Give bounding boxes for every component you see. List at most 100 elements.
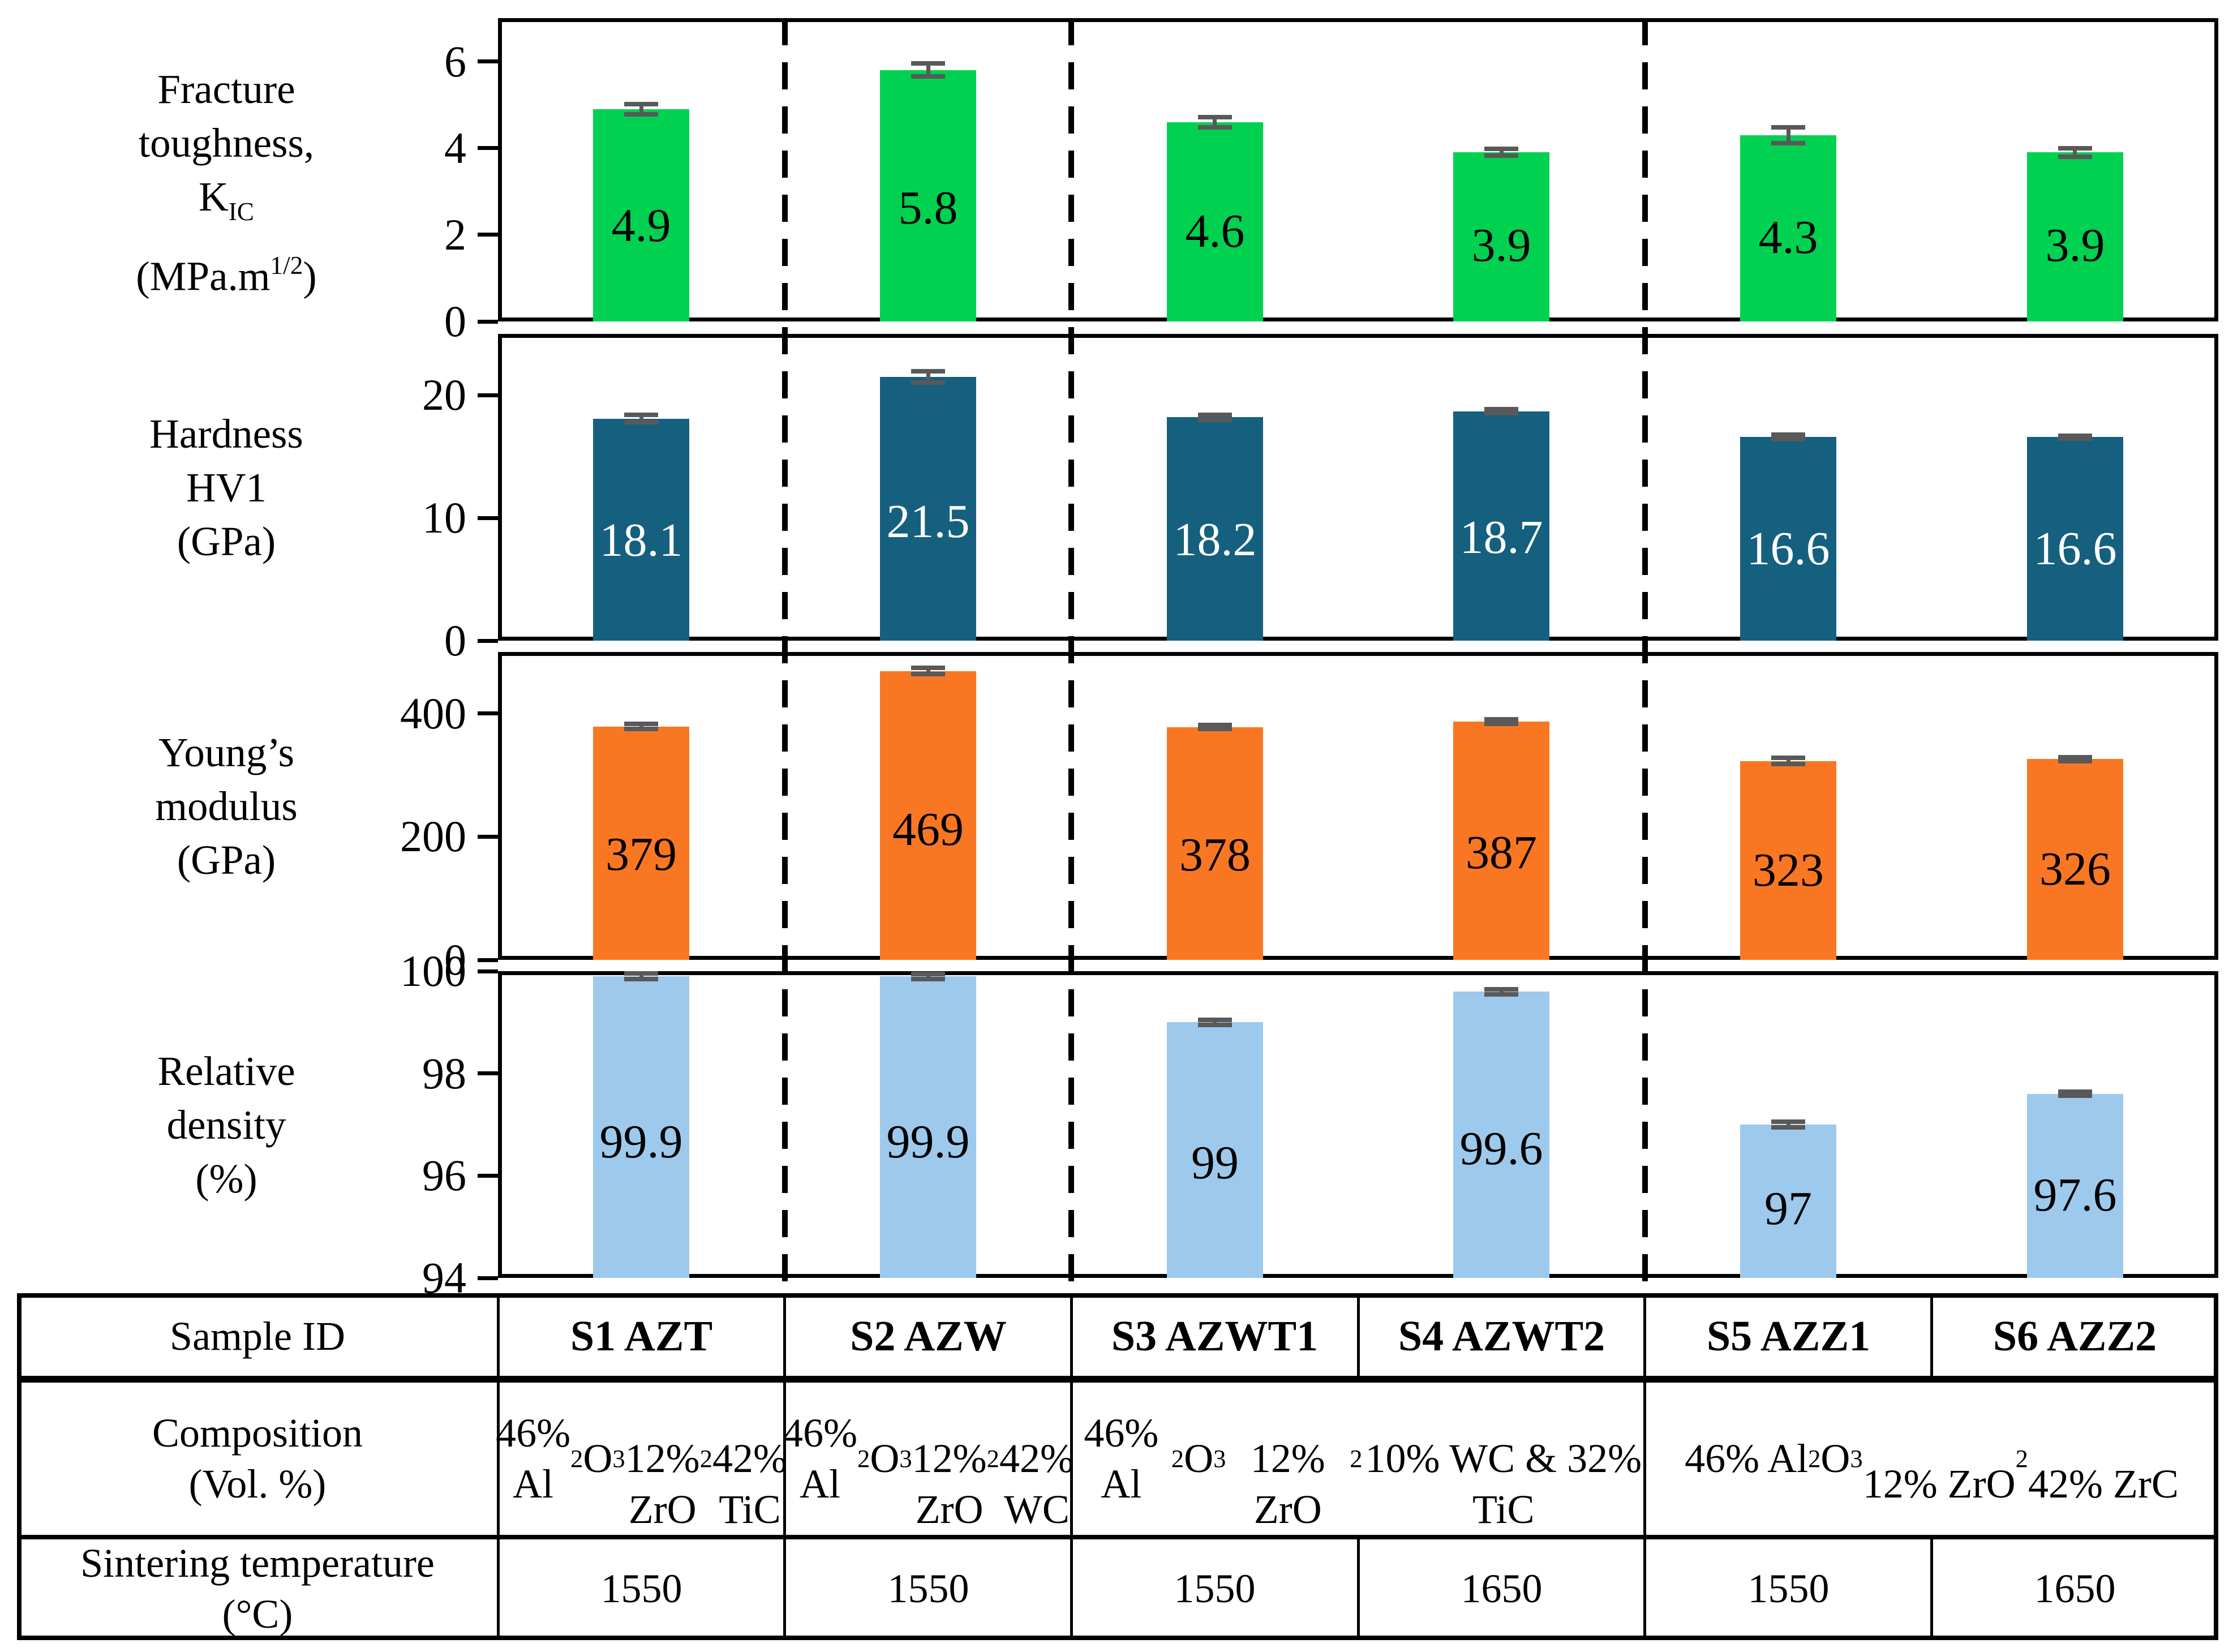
y-tick-youngs-modulus-400 [478, 711, 498, 715]
bar-value-label-fracture-toughness-4: 4.3 [1758, 211, 1818, 264]
bar-hardness-s5-azz1 [1740, 437, 1836, 641]
table-vline-full-2 [1070, 1293, 1073, 1640]
y-tick-label-hardness-10: 10 [422, 493, 466, 542]
bar-hardness-s3-azwt1 [1167, 417, 1263, 641]
y-tick-label-hardness-0: 0 [444, 616, 466, 665]
bar-value-label-hardness-3: 18.7 [1459, 511, 1543, 564]
bar-value-label-relative-density-2: 99 [1191, 1136, 1239, 1189]
table-composition-label: Composition (Vol. %) [152, 1410, 363, 1507]
error-bar-line-hardness-1 [926, 371, 930, 383]
bar-relative-density-s5-azz1 [1740, 1125, 1836, 1278]
y-tick-label-relative-density-96: 96 [422, 1151, 466, 1200]
table-border-left [17, 1293, 22, 1640]
error-bar-line-youngs-modulus-4 [1787, 758, 1790, 764]
y-tick-fracture-toughness-0 [478, 320, 498, 324]
bar-value-label-hardness-4: 16.6 [1746, 522, 1830, 575]
error-bar-cap-bottom-hardness-5 [2058, 436, 2092, 441]
error-bar-cap-bottom-fracture-toughness-3 [1484, 153, 1518, 158]
error-bar-line-fracture-toughness-2 [1213, 117, 1217, 127]
error-bar-cap-top-relative-density-2 [1198, 1018, 1232, 1022]
y-tick-label-relative-density-100: 100 [400, 946, 466, 996]
table-sintering-value-5: 1650 [2034, 1566, 2116, 1611]
error-bar-cap-bottom-hardness-0 [624, 420, 658, 424]
bar-value-label-youngs-modulus-4: 323 [1753, 844, 1824, 896]
error-bar-cap-bottom-youngs-modulus-0 [624, 727, 658, 731]
table-header-separator [17, 1376, 2218, 1383]
bar-value-label-hardness-5: 16.6 [2033, 522, 2117, 575]
error-bar-cap-top-youngs-modulus-0 [624, 722, 658, 726]
error-bar-line-fracture-toughness-0 [639, 104, 643, 114]
error-bar-cap-top-hardness-5 [2058, 434, 2092, 438]
error-bar-cap-bottom-relative-density-0 [624, 977, 658, 981]
y-tick-relative-density-98 [478, 1071, 498, 1075]
bar-youngs-modulus-s1-azt [593, 727, 689, 960]
group-divider-dashed-line-4 [1642, 18, 1648, 1293]
table-header-s4-azwt2: S4 AZWT2 [1398, 1312, 1605, 1360]
bar-value-label-fracture-toughness-2: 4.6 [1185, 205, 1245, 258]
bar-youngs-modulus-s6-azz2 [2027, 759, 2123, 960]
bar-value-label-fracture-toughness-1: 5.8 [898, 182, 958, 234]
axis-title-hardness: Hardness HV1 (GPa) [149, 411, 303, 564]
bar-fracture-toughness-s4-azwt2 [1453, 152, 1549, 321]
bar-value-label-relative-density-0: 99.9 [599, 1115, 683, 1168]
table-vline-header-0 [1357, 1293, 1360, 1379]
bar-value-label-youngs-modulus-0: 379 [606, 828, 677, 881]
y-tick-label-fracture-toughness-6: 6 [444, 37, 466, 86]
error-bar-cap-bottom-fracture-toughness-2 [1198, 125, 1232, 130]
error-bar-cap-top-fracture-toughness-1 [911, 61, 945, 66]
error-bar-cap-bottom-fracture-toughness-0 [624, 112, 658, 117]
y-tick-hardness-0 [478, 639, 498, 643]
bar-value-label-relative-density-5: 97.6 [2033, 1169, 2117, 1221]
table-composition-cell-3: 46% Al 2 O 3 12% ZrO 2 42% ZrC [1685, 1435, 2179, 1507]
y-tick-label-fracture-toughness-2: 2 [444, 210, 466, 259]
bar-value-label-fracture-toughness-3: 3.9 [1471, 219, 1531, 272]
bar-fracture-toughness-s5-azz1 [1740, 135, 1836, 321]
bar-hardness-s6-azz2 [2027, 437, 2123, 641]
bar-hardness-s1-azt [593, 419, 689, 641]
table-sintering-value-0: 1550 [600, 1566, 682, 1611]
table-border-right [2214, 1293, 2218, 1640]
bar-youngs-modulus-s2-azw [880, 671, 976, 960]
bar-relative-density-s1-azt [593, 976, 689, 1278]
error-bar-line-hardness-2 [1213, 415, 1217, 420]
table-sintering-value-2: 1550 [1174, 1566, 1256, 1611]
y-tick-relative-density-96 [478, 1174, 498, 1178]
bar-value-label-youngs-modulus-5: 326 [2039, 843, 2111, 895]
bar-value-label-fracture-toughness-5: 3.9 [2045, 219, 2105, 272]
table-header-s2-azw: S2 AZW [850, 1312, 1007, 1360]
bar-relative-density-s6-azz2 [2027, 1094, 2123, 1278]
error-bar-cap-top-fracture-toughness-5 [2058, 146, 2092, 151]
panel-relative-density [498, 971, 2218, 1278]
error-bar-line-fracture-toughness-5 [2073, 148, 2077, 157]
error-bar-cap-top-fracture-toughness-4 [1771, 125, 1805, 130]
bar-value-label-hardness-1: 21.5 [886, 495, 970, 548]
bar-fracture-toughness-s1-azt [593, 109, 689, 321]
group-divider-dashed-line-1 [782, 18, 788, 1293]
error-bar-cap-top-youngs-modulus-2 [1198, 723, 1232, 727]
error-bar-cap-bottom-youngs-modulus-2 [1198, 727, 1232, 731]
error-bar-cap-bottom-fracture-toughness-5 [2058, 155, 2092, 159]
error-bar-line-relative-density-2 [1213, 1020, 1217, 1025]
table-border-bottom [17, 1636, 2218, 1640]
panel-fracture-toughness [498, 18, 2218, 321]
bar-value-label-youngs-modulus-2: 378 [1179, 829, 1251, 881]
error-bar-cap-bottom-youngs-modulus-1 [911, 672, 945, 676]
bar-value-label-youngs-modulus-1: 469 [892, 803, 964, 856]
error-bar-cap-bottom-relative-density-5 [2058, 1093, 2092, 1098]
table-composition-cell-0: 46% Al 2 O 3 12% ZrO 2 42% TiC [496, 1410, 787, 1532]
y-tick-youngs-modulus-0 [478, 958, 498, 962]
table-header-sample-id: Sample ID [170, 1314, 345, 1359]
error-bar-cap-bottom-hardness-2 [1198, 418, 1232, 422]
axis-title-fracture-toughness: Fracture toughness, KIC (MPa.m1/2) [136, 66, 317, 299]
y-tick-fracture-toughness-6 [478, 59, 498, 63]
y-tick-hardness-10 [478, 516, 498, 520]
bar-value-label-relative-density-1: 99.9 [886, 1115, 970, 1168]
y-tick-fracture-toughness-4 [478, 146, 498, 150]
bar-relative-density-s3-azwt1 [1167, 1022, 1263, 1278]
table-composition-cell-1: 46% Al 2 O 3 12% ZrO 2 42% WC [783, 1410, 1074, 1532]
y-tick-label-youngs-modulus-400: 400 [400, 689, 466, 738]
error-bar-cap-top-youngs-modulus-4 [1771, 756, 1805, 760]
error-bar-cap-top-relative-density-1 [911, 972, 945, 976]
error-bar-cap-bottom-relative-density-3 [1484, 992, 1518, 997]
table-vline-full-0 [497, 1293, 500, 1640]
